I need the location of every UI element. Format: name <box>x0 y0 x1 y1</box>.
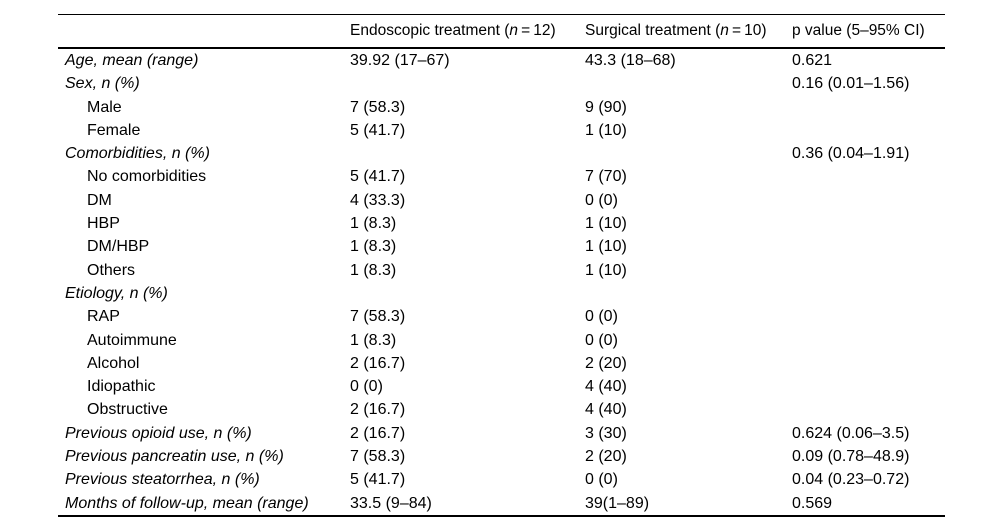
p-value: 0.09 (0.78–48.9) <box>792 448 910 466</box>
surgical-value: 2 (20) <box>585 354 627 372</box>
row-label: Comorbidities, n (%) <box>65 145 210 163</box>
table-row: Previous steatorrhea, n (%) 5 (41.7) 0 (… <box>58 468 945 491</box>
table-row: Others 1 (8.3) 1 (10) <box>58 259 945 282</box>
surgical-value: 1 (10) <box>585 121 627 139</box>
table-row: Previous pancreatin use, n (%) 7 (58.3) … <box>58 445 945 468</box>
surgical-value: 4 (40) <box>585 378 627 396</box>
table-row: Alcohol 2 (16.7) 2 (20) <box>58 352 945 375</box>
endoscopic-value: 2 (16.7) <box>350 354 406 372</box>
p-value: 0.04 (0.23–0.72) <box>792 471 910 489</box>
header-endoscopic-n: n <box>509 22 519 39</box>
row-label: No comorbidities <box>87 168 207 186</box>
row-label: Age, mean (range) <box>65 52 199 69</box>
endoscopic-value: 7 (58.3) <box>350 448 406 466</box>
surgical-value: 3 (30) <box>585 424 627 442</box>
p-value: 0.624 (0.06–3.5) <box>792 424 910 442</box>
surgical-value: 2 (20) <box>585 448 627 466</box>
table-row: Comorbidities, n (%) 0.36 (0.04–1.91) <box>58 142 945 165</box>
surgical-value: 0 (0) <box>585 191 618 209</box>
surgical-value: 1 (10) <box>585 261 627 279</box>
endoscopic-value: 5 (41.7) <box>350 168 406 186</box>
surgical-value: 7 (70) <box>585 168 627 186</box>
header-surgical-text: Surgical treatment ( <box>585 22 721 39</box>
endoscopic-value: 1 (8.3) <box>350 215 397 233</box>
endoscopic-value: 1 (8.3) <box>350 261 397 279</box>
endoscopic-value: 1 (8.3) <box>350 238 397 256</box>
surgical-value: 39(1–89) <box>585 494 650 512</box>
endoscopic-value: 33.5 (9–84) <box>350 494 432 512</box>
header-surgical-count: = 10) <box>728 22 767 39</box>
row-label: DM <box>87 191 112 209</box>
table-row: Previous opioid use, n (%) 2 (16.7) 3 (3… <box>58 422 945 445</box>
table-row: HBP 1 (8.3) 1 (10) <box>58 212 945 235</box>
table-header-row: Endoscopic treatment (n = 12) Surgical t… <box>58 15 945 49</box>
row-label: Others <box>87 261 136 279</box>
surgical-value: 0 (0) <box>585 471 618 489</box>
endoscopic-value: 2 (16.7) <box>350 424 406 442</box>
table-row: DM/HBP 1 (8.3) 1 (10) <box>58 235 945 258</box>
header-endoscopic-text: Endoscopic treatment ( <box>350 22 510 39</box>
p-value: 0.36 (0.04–1.91) <box>792 145 910 163</box>
row-label: Previous pancreatin use, n (%) <box>65 448 284 466</box>
surgical-value: 9 (90) <box>585 98 627 116</box>
table-row: Etiology, n (%) <box>58 282 945 305</box>
endoscopic-value: 5 (41.7) <box>350 471 406 489</box>
row-label: Obstructive <box>87 401 168 419</box>
p-value: 0.621 <box>792 52 833 69</box>
row-label: Etiology, n (%) <box>65 284 168 302</box>
row-label: Idiopathic <box>87 378 156 396</box>
surgical-value: 0 (0) <box>585 308 618 326</box>
treatment-comparison-table: Endoscopic treatment (n = 12) Surgical t… <box>58 14 945 517</box>
endoscopic-value: 2 (16.7) <box>350 401 406 419</box>
p-value: 0.16 (0.01–1.56) <box>792 75 910 93</box>
header-cell-endoscopic: Endoscopic treatment (n = 12) <box>350 22 585 40</box>
header-p-value-text: p value (5–95% CI) <box>792 22 925 39</box>
row-label: DM/HBP <box>87 238 150 256</box>
table-row: Months of follow-up, mean (range) 33.5 (… <box>58 492 945 515</box>
table-row: Female 5 (41.7) 1 (10) <box>58 119 945 142</box>
row-label: Months of follow-up, mean (range) <box>65 494 309 512</box>
table-row: DM 4 (33.3) 0 (0) <box>58 189 945 212</box>
endoscopic-value: 0 (0) <box>350 378 383 396</box>
row-label: Sex, n (%) <box>65 75 140 93</box>
surgical-value: 1 (10) <box>585 238 627 256</box>
endoscopic-value: 4 (33.3) <box>350 191 406 209</box>
surgical-value: 43.3 (18–68) <box>585 52 676 69</box>
row-label: Alcohol <box>87 354 140 372</box>
row-label: Female <box>87 121 141 139</box>
table-row: Idiopathic 0 (0) 4 (40) <box>58 375 945 398</box>
table-row: Obstructive 2 (16.7) 4 (40) <box>58 398 945 421</box>
endoscopic-value: 7 (58.3) <box>350 98 406 116</box>
row-label: Autoimmune <box>87 331 177 349</box>
table-row: Sex, n (%) 0.16 (0.01–1.56) <box>58 72 945 95</box>
table-row: No comorbidities 5 (41.7) 7 (70) <box>58 165 945 188</box>
row-label: Male <box>87 98 122 116</box>
header-endoscopic-count: = 12) <box>518 22 556 39</box>
endoscopic-value: 39.92 (17–67) <box>350 52 450 69</box>
endoscopic-value: 5 (41.7) <box>350 121 406 139</box>
row-label: Previous steatorrhea, n (%) <box>65 471 260 489</box>
table-row: Age, mean (range) 39.92 (17–67) 43.3 (18… <box>58 49 945 72</box>
endoscopic-value: 7 (58.3) <box>350 308 406 326</box>
p-value: 0.569 <box>792 494 833 512</box>
surgical-value: 4 (40) <box>585 401 627 419</box>
row-label: RAP <box>87 308 120 326</box>
table-row: RAP 7 (58.3) 0 (0) <box>58 305 945 328</box>
surgical-value: 0 (0) <box>585 331 618 349</box>
table-row: Autoimmune 1 (8.3) 0 (0) <box>58 329 945 352</box>
endoscopic-value: 1 (8.3) <box>350 331 397 349</box>
row-label: HBP <box>87 215 120 233</box>
surgical-value: 1 (10) <box>585 215 627 233</box>
table-row: Male 7 (58.3) 9 (90) <box>58 96 945 119</box>
row-label: Previous opioid use, n (%) <box>65 424 252 442</box>
table-body: Age, mean (range) 39.92 (17–67) 43.3 (18… <box>58 49 945 515</box>
header-cell-p-value: p value (5–95% CI) <box>792 22 945 40</box>
header-surgical-n: n <box>720 22 729 39</box>
header-cell-surgical: Surgical treatment (n = 10) <box>585 22 792 40</box>
